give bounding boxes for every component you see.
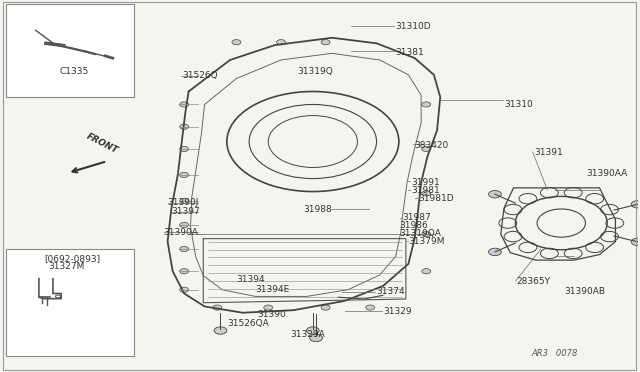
Circle shape [180,146,189,151]
Circle shape [488,190,501,198]
Circle shape [422,102,431,107]
Text: 31394: 31394 [236,275,265,284]
Circle shape [488,248,501,256]
Circle shape [214,327,227,334]
Circle shape [213,305,221,310]
Text: 31526QA: 31526QA [227,320,269,328]
Text: 28365Y: 28365Y [516,277,550,286]
Circle shape [180,198,189,203]
Circle shape [180,102,189,107]
Text: 31991: 31991 [412,178,440,187]
Text: 31988: 31988 [303,205,332,214]
Circle shape [631,201,640,208]
Circle shape [180,287,189,292]
Circle shape [307,327,319,334]
Circle shape [180,124,189,129]
Text: FRONT: FRONT [85,132,120,155]
Bar [6,4,134,97]
Circle shape [422,269,431,274]
Text: 383420: 383420 [415,141,449,150]
Circle shape [310,334,323,341]
Text: 31987: 31987 [402,213,431,222]
Text: 31319Q: 31319Q [297,67,333,76]
Circle shape [422,146,431,151]
Text: 31319QA: 31319QA [399,229,441,238]
Text: C1335: C1335 [60,67,88,76]
Text: 31390: 31390 [257,311,285,320]
Text: 31329A: 31329A [291,330,325,340]
Bar [6,249,134,356]
Text: 31310: 31310 [504,100,532,109]
Text: 31526Q: 31526Q [182,71,218,80]
Text: 31329: 31329 [383,307,412,316]
Text: 31391: 31391 [534,148,563,157]
Text: 31390A: 31390A [163,228,198,237]
Circle shape [180,222,189,228]
Text: 31379M: 31379M [408,237,445,247]
Text: 31390AB: 31390AB [564,287,605,296]
Circle shape [365,305,374,310]
Circle shape [422,191,431,196]
Circle shape [276,39,285,45]
Circle shape [422,232,431,237]
Text: 31394E: 31394E [255,285,290,294]
Text: 31327M: 31327M [49,262,85,271]
Circle shape [631,238,640,246]
Text: 31390AA: 31390AA [587,169,628,178]
Text: 31381: 31381 [396,48,424,57]
Circle shape [180,172,189,177]
Circle shape [321,39,330,45]
Text: AR3   0078: AR3 0078 [532,349,578,358]
Text: 31310D: 31310D [396,22,431,31]
Circle shape [264,305,273,310]
Text: 31374: 31374 [376,287,405,296]
Circle shape [180,269,189,274]
Circle shape [180,246,189,251]
Text: 31981: 31981 [412,186,440,195]
Text: 31390J: 31390J [168,198,199,207]
Text: 31397: 31397 [171,208,200,217]
Circle shape [321,305,330,310]
Text: [0692-0893]: [0692-0893] [44,254,100,263]
Circle shape [232,39,241,45]
Text: 31981D: 31981D [418,194,454,203]
Text: 31986: 31986 [399,221,428,230]
